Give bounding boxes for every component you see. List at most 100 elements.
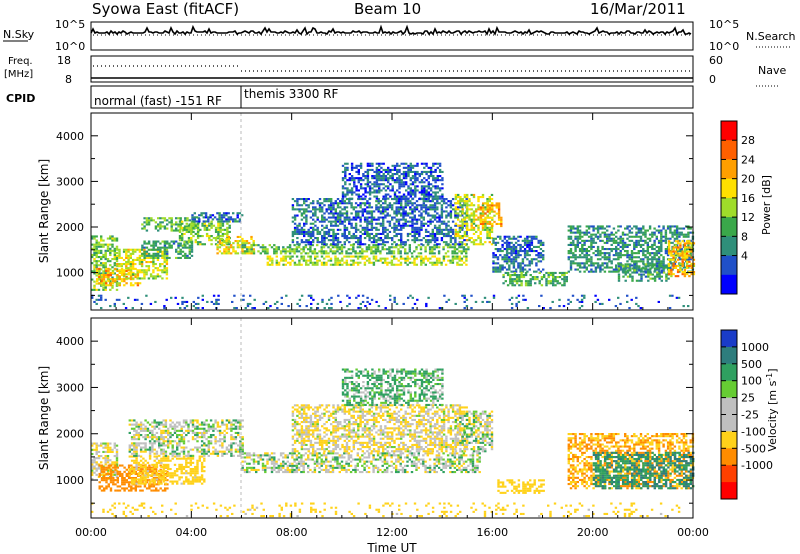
data-cell bbox=[183, 307, 186, 310]
data-cell bbox=[414, 177, 417, 180]
data-cell bbox=[261, 246, 265, 249]
data-cell bbox=[402, 195, 406, 198]
data-cell bbox=[350, 193, 354, 196]
data-cell bbox=[211, 218, 215, 221]
data-cell bbox=[93, 288, 96, 291]
data-cell bbox=[95, 245, 98, 248]
data-cell bbox=[671, 294, 674, 297]
data-cell bbox=[336, 261, 339, 264]
data-cell bbox=[519, 245, 522, 248]
data-cell bbox=[528, 241, 531, 244]
data-cell bbox=[188, 244, 191, 247]
data-cell bbox=[617, 275, 621, 278]
data-cell bbox=[220, 220, 224, 223]
data-cell bbox=[343, 243, 346, 246]
data-cell bbox=[161, 263, 164, 266]
data-cell bbox=[113, 264, 116, 267]
data-cell bbox=[484, 206, 487, 209]
data-cell bbox=[252, 244, 256, 247]
data-cell bbox=[93, 264, 96, 267]
data-cell bbox=[95, 467, 98, 470]
data-cell bbox=[291, 198, 295, 201]
data-cell bbox=[678, 256, 681, 259]
data-cell bbox=[466, 224, 469, 227]
data-cell bbox=[420, 187, 424, 190]
data-cell bbox=[97, 256, 101, 259]
data-cell bbox=[147, 265, 151, 268]
data-cell bbox=[355, 164, 358, 167]
data-cell bbox=[457, 193, 460, 196]
data-cell bbox=[574, 245, 577, 248]
data-cell bbox=[587, 245, 591, 248]
data-cell bbox=[222, 212, 226, 215]
colorbar-swatch bbox=[721, 197, 737, 218]
data-cell bbox=[185, 241, 188, 244]
data-cell bbox=[451, 257, 455, 260]
data-cell bbox=[298, 305, 302, 308]
data-cell bbox=[239, 235, 242, 238]
data-cell bbox=[345, 218, 349, 221]
data-cell bbox=[93, 448, 96, 451]
data-cell bbox=[592, 237, 595, 240]
data-cell bbox=[523, 254, 527, 257]
data-cell bbox=[657, 241, 661, 244]
data-cell bbox=[350, 187, 354, 190]
data-cell bbox=[415, 230, 419, 233]
data-cell bbox=[131, 277, 135, 280]
data-cell bbox=[635, 296, 638, 299]
data-cell bbox=[581, 243, 584, 246]
data-cell bbox=[501, 239, 504, 242]
data-cell bbox=[350, 177, 354, 180]
data-cell bbox=[241, 250, 244, 253]
data-cell bbox=[402, 210, 405, 213]
data-cell bbox=[380, 162, 383, 165]
data-cell bbox=[433, 226, 437, 229]
data-cell bbox=[508, 266, 511, 269]
data-cell bbox=[393, 210, 396, 213]
data-cell bbox=[404, 214, 407, 217]
data-cell bbox=[644, 229, 647, 232]
data-cell bbox=[145, 269, 148, 272]
data-cell bbox=[217, 226, 220, 229]
data-cell bbox=[686, 264, 689, 267]
data-cell bbox=[109, 280, 112, 283]
data-cell bbox=[494, 243, 497, 246]
data-cell bbox=[320, 263, 324, 266]
data-cell bbox=[633, 248, 636, 251]
data-cell bbox=[179, 219, 182, 222]
data-cell bbox=[293, 261, 297, 264]
data-cell bbox=[610, 260, 613, 263]
data-cell bbox=[481, 226, 485, 229]
data-cell bbox=[186, 256, 189, 259]
data-cell bbox=[411, 228, 414, 231]
data-cell bbox=[391, 189, 394, 192]
data-cell bbox=[109, 249, 112, 252]
data-cell bbox=[334, 220, 337, 223]
data-cell bbox=[325, 224, 328, 227]
data-cell bbox=[346, 162, 349, 165]
data-cell bbox=[569, 252, 573, 255]
data-cell bbox=[175, 229, 178, 232]
data-cell bbox=[384, 175, 388, 178]
data-cell bbox=[490, 230, 494, 233]
data-cell bbox=[113, 239, 116, 242]
data-cell bbox=[639, 235, 643, 238]
data-cell bbox=[91, 262, 94, 265]
data-cell bbox=[479, 214, 483, 217]
data-cell bbox=[619, 254, 622, 257]
data-cell bbox=[386, 248, 389, 251]
data-cell bbox=[331, 246, 335, 249]
data-cell bbox=[98, 276, 101, 279]
data-cell bbox=[286, 261, 290, 264]
data-cell bbox=[580, 300, 584, 303]
data-cell bbox=[358, 246, 362, 249]
data-cell bbox=[215, 298, 218, 301]
data-cell bbox=[631, 271, 634, 274]
data-cell bbox=[558, 282, 562, 285]
data-cell bbox=[312, 232, 315, 235]
data-cell bbox=[138, 282, 142, 285]
data-cell bbox=[619, 268, 622, 271]
data-cell bbox=[344, 187, 347, 190]
data-cell bbox=[612, 239, 616, 242]
data-cell bbox=[420, 197, 424, 200]
